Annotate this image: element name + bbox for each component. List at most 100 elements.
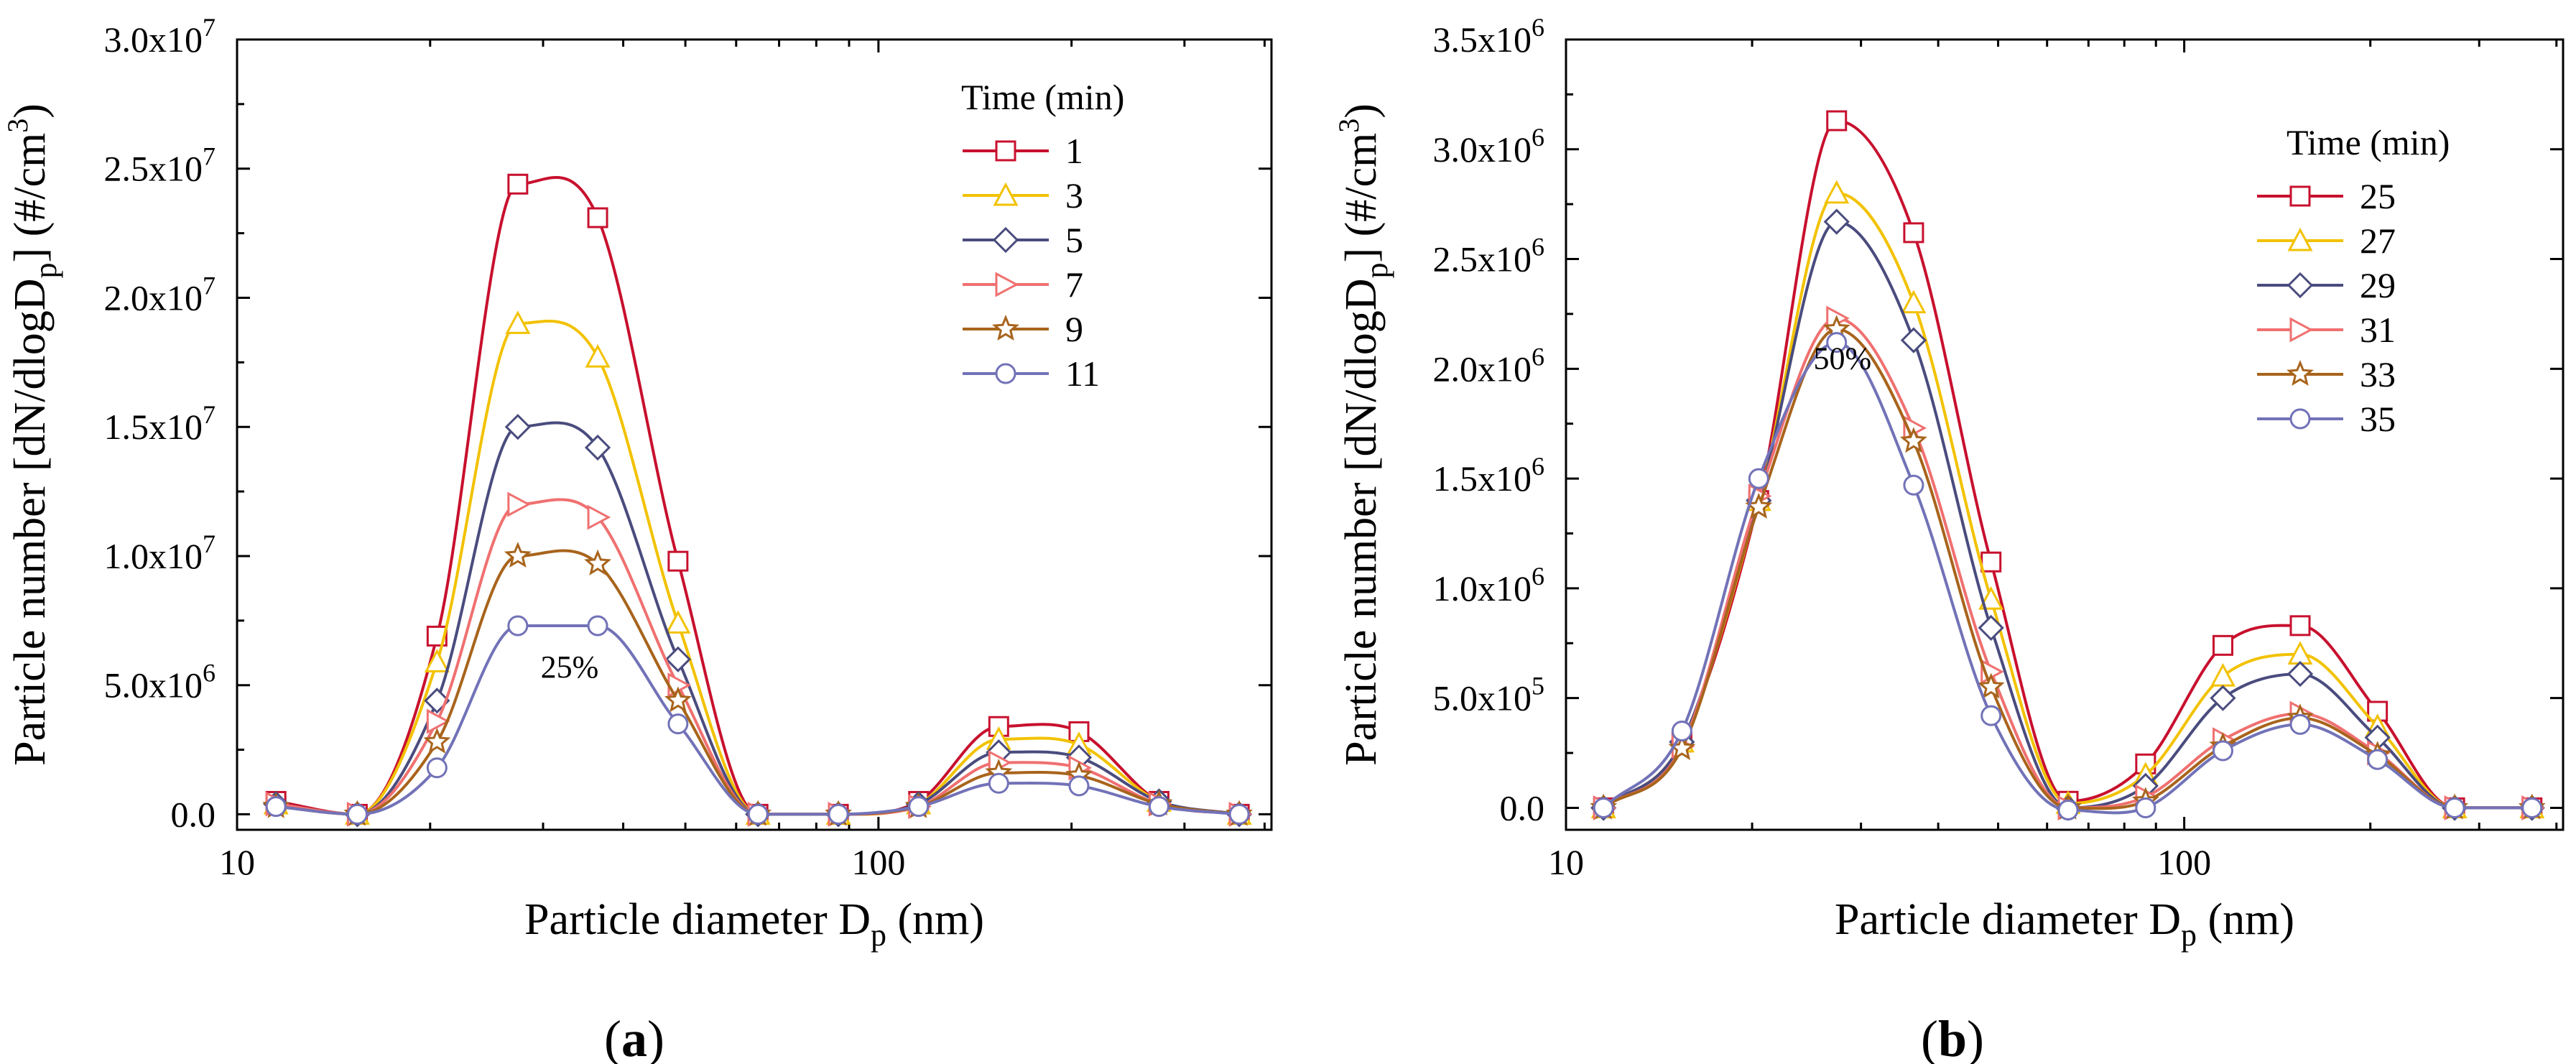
data-point — [2057, 800, 2079, 820]
data-point — [667, 550, 689, 572]
x-tick-label: 10 — [1548, 842, 1584, 882]
legend-label: 25 — [2360, 176, 2396, 216]
data-point — [2444, 797, 2465, 818]
legend-item: 9 — [963, 309, 1083, 349]
data-point — [988, 772, 1009, 794]
data-point — [587, 504, 611, 530]
data-point — [1900, 327, 1927, 353]
y-tick-label: 3.0x107 — [104, 13, 216, 60]
plot-frame — [1565, 38, 2565, 831]
legend-item: 33 — [2257, 354, 2396, 394]
y-tick-label: 3.0x106 — [1433, 123, 1545, 170]
data-point — [2212, 740, 2233, 762]
legend-item: 1 — [963, 131, 1083, 171]
y-tick-label: 1.0x106 — [1433, 562, 1545, 609]
data-point — [664, 686, 692, 713]
series-33 — [1590, 315, 2546, 820]
data-point — [2521, 797, 2543, 818]
data-point — [1977, 672, 2005, 699]
panel-caption-b: (b) — [1921, 1010, 1984, 1064]
data-point — [908, 796, 930, 818]
legend-marker — [992, 226, 1019, 254]
legend-marker — [2289, 185, 2311, 207]
data-point — [828, 803, 849, 825]
series-29 — [1590, 208, 2545, 821]
data-point — [505, 310, 531, 334]
data-point — [1978, 586, 2004, 610]
chart-panel-b: 0.0 5.0x105 1.0x106 1.5x106 2.0x106 2.5x106 3.… — [1333, 13, 2565, 953]
legend-marker — [995, 140, 1016, 162]
data-point — [1980, 551, 2002, 573]
legend-item: 31 — [2257, 310, 2396, 350]
data-point — [747, 803, 769, 825]
data-point — [1228, 803, 1250, 825]
data-point — [1823, 208, 1850, 235]
y-tick-label: 2.5x107 — [104, 142, 216, 189]
legend-marker — [2287, 272, 2314, 299]
legend-marker — [995, 272, 1019, 297]
y-axis-label: Particle number [dN/dlogDp] (#/cm3) — [1, 103, 63, 766]
data-point — [1826, 110, 1848, 131]
y-axis-label: Particle number [dN/dlogDp] (#/cm3) — [1333, 103, 1394, 766]
legend-label: 1 — [1065, 131, 1083, 171]
data-point — [1593, 797, 1614, 818]
data-point — [1980, 705, 2002, 726]
legend-label: 9 — [1065, 309, 1083, 349]
data-point — [2367, 749, 2389, 770]
series-9 — [262, 542, 1253, 826]
series-27 — [1590, 180, 2545, 818]
legend-label: 35 — [2360, 399, 2396, 439]
data-point — [2210, 662, 2236, 687]
legend-title: Time (min) — [961, 77, 1124, 117]
data-point — [2289, 615, 2311, 637]
data-point — [1903, 222, 1924, 244]
legend-marker — [995, 363, 1016, 384]
data-point — [2135, 797, 2156, 818]
data-point — [2289, 713, 2311, 735]
legend-marker — [2289, 408, 2311, 430]
legend-item: 7 — [963, 264, 1083, 305]
legend-label: 31 — [2360, 310, 2396, 350]
y-tick-label: 2.0x107 — [104, 271, 216, 318]
data-point — [587, 207, 608, 228]
series-3 — [263, 310, 1252, 825]
series-line — [276, 624, 1240, 816]
legend-marker — [2287, 360, 2314, 387]
x-tick-label: 100 — [2157, 842, 2211, 882]
legend-label: 27 — [2360, 221, 2396, 261]
chart-panel-a: 0.0 5.0x106 1.0x107 1.5x107 2.0x107 2.5x107 3.… — [1, 13, 1273, 953]
series-25 — [1593, 110, 2543, 818]
series-11 — [265, 615, 1250, 825]
legend-label: 33 — [2360, 354, 2396, 394]
series-line — [275, 176, 1240, 816]
data-point — [587, 615, 608, 637]
legend-label: 11 — [1065, 353, 1100, 394]
legend-item: 35 — [2257, 399, 2396, 439]
data-point — [1903, 474, 1924, 496]
y-tick-label: 5.0x105 — [1433, 672, 1545, 718]
data-point — [1978, 614, 2004, 642]
legend-marker — [2287, 227, 2313, 251]
y-tick-label: 2.5x106 — [1433, 233, 1545, 279]
y-tick-label: 1.5x106 — [1433, 452, 1545, 499]
data-point — [585, 343, 611, 368]
data-point — [1899, 427, 1927, 453]
legend-marker — [993, 182, 1019, 206]
panel-caption-a: (a) — [604, 1010, 664, 1064]
data-point — [1671, 721, 1692, 741]
data-point — [584, 549, 612, 575]
data-point — [584, 434, 611, 461]
legend-item: 3 — [963, 175, 1083, 216]
data-point — [504, 542, 532, 568]
data-point — [2287, 660, 2314, 688]
plot-frame — [236, 38, 1273, 831]
series-35 — [1593, 332, 2543, 820]
data-point — [507, 173, 529, 195]
data-point — [1748, 468, 1769, 489]
legend-label: 29 — [2360, 265, 2396, 305]
legend-label: 7 — [1065, 264, 1083, 305]
percent-annotation: 50% — [1814, 341, 1872, 376]
data-point — [1826, 332, 1848, 353]
x-tick-label: 100 — [851, 842, 905, 882]
